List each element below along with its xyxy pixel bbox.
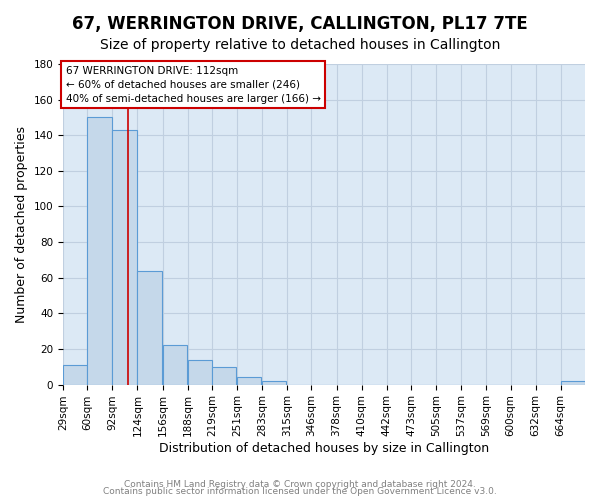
Y-axis label: Number of detached properties: Number of detached properties — [15, 126, 28, 323]
Bar — [237, 378, 262, 384]
Bar — [212, 367, 236, 384]
Text: Size of property relative to detached houses in Callington: Size of property relative to detached ho… — [100, 38, 500, 52]
Text: Contains public sector information licensed under the Open Government Licence v3: Contains public sector information licen… — [103, 487, 497, 496]
X-axis label: Distribution of detached houses by size in Callington: Distribution of detached houses by size … — [159, 442, 489, 455]
Bar — [88, 118, 112, 384]
Bar — [112, 130, 137, 384]
Text: Contains HM Land Registry data © Crown copyright and database right 2024.: Contains HM Land Registry data © Crown c… — [124, 480, 476, 489]
Text: 67 WERRINGTON DRIVE: 112sqm
← 60% of detached houses are smaller (246)
40% of se: 67 WERRINGTON DRIVE: 112sqm ← 60% of det… — [65, 66, 320, 104]
Bar — [561, 381, 585, 384]
Bar — [262, 381, 286, 384]
Text: 67, WERRINGTON DRIVE, CALLINGTON, PL17 7TE: 67, WERRINGTON DRIVE, CALLINGTON, PL17 7… — [72, 15, 528, 33]
Bar — [163, 346, 187, 385]
Bar — [63, 365, 88, 384]
Bar — [188, 360, 212, 384]
Bar — [137, 270, 162, 384]
